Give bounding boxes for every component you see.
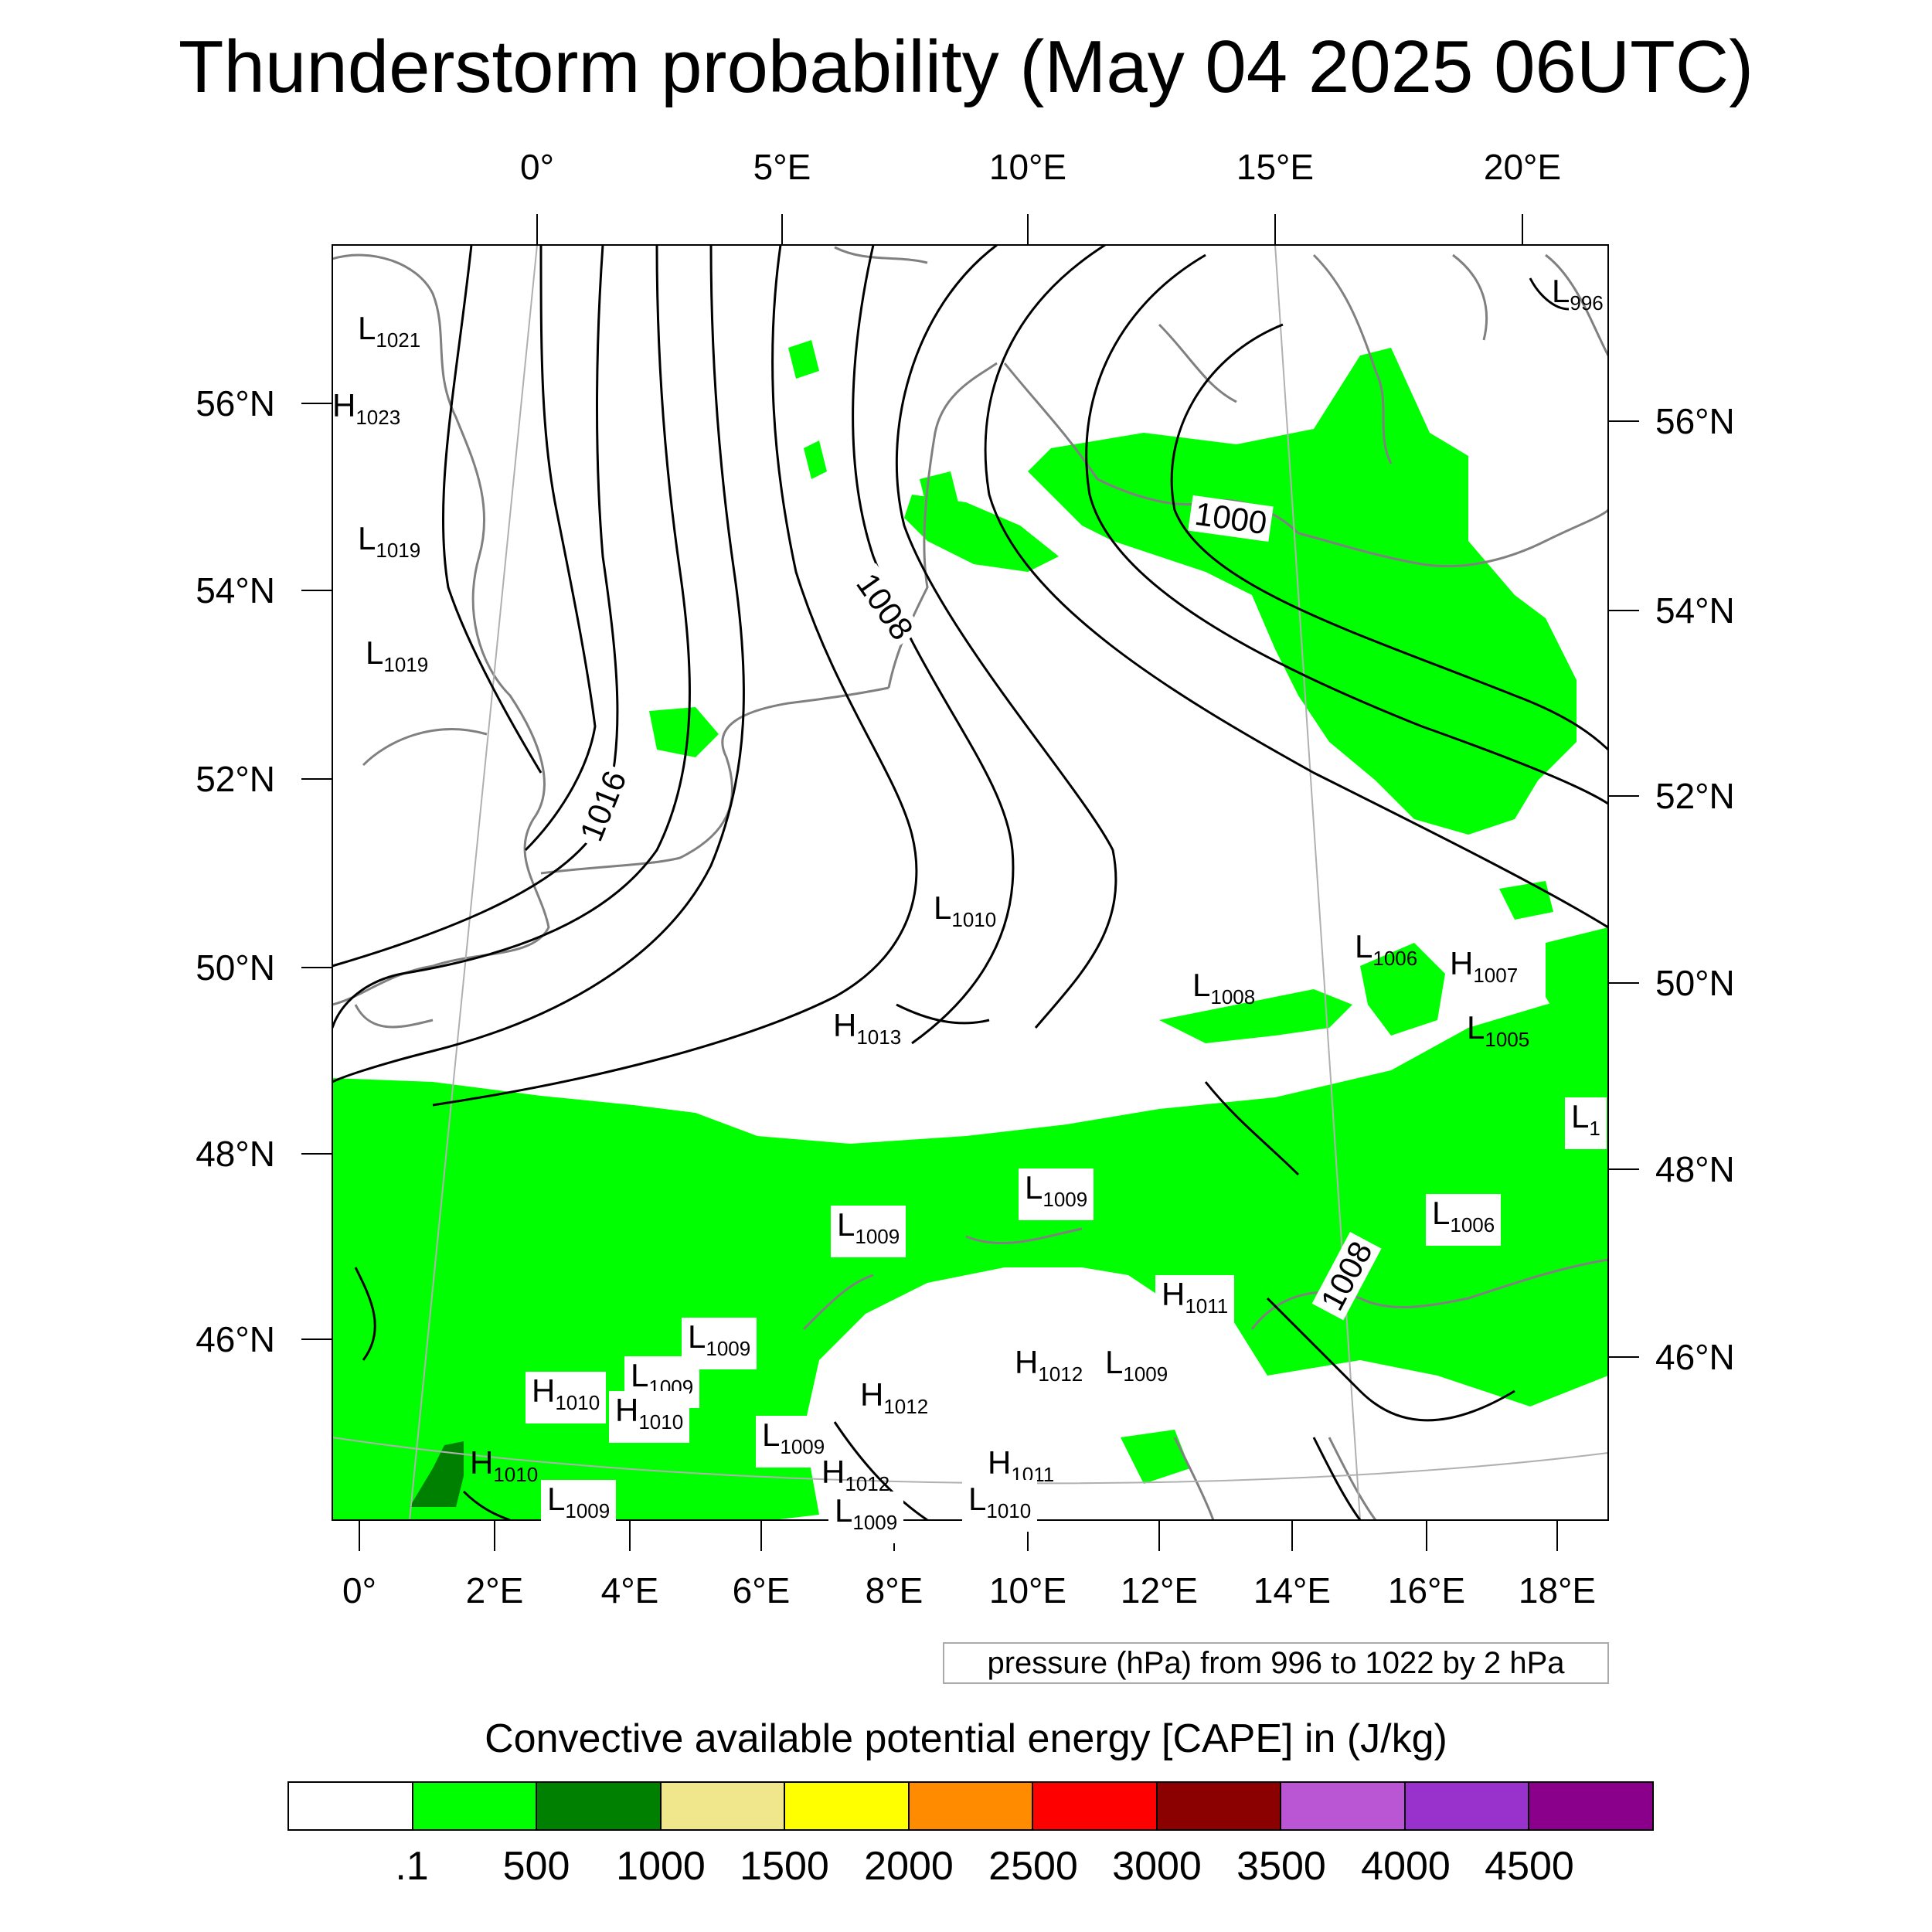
colorbar-tick-label: .1 — [395, 1844, 429, 1889]
pressure-center: L996 — [1552, 273, 1604, 315]
axis-ticks — [301, 214, 1639, 1551]
colorbar-tick-label: 4000 — [1361, 1844, 1451, 1889]
colorbar-tick-label: 3500 — [1236, 1844, 1326, 1889]
bottom-lon-label: 14°E — [1253, 1570, 1332, 1611]
right-lat-label: 46°N — [1655, 1337, 1735, 1377]
colorbar-segment — [1033, 1783, 1158, 1829]
bottom-lon-label: 12°E — [1120, 1570, 1199, 1611]
colorbar-tick-label: 1000 — [616, 1844, 706, 1889]
bottom-lon-label: 2°E — [465, 1570, 524, 1611]
bottom-lon-label: 10°E — [988, 1570, 1067, 1611]
pressure-center: L1009 — [756, 1416, 832, 1468]
left-lat-label: 46°N — [196, 1319, 275, 1359]
colorbar-segment — [1157, 1783, 1282, 1829]
right-lat-label: 54°N — [1655, 590, 1735, 631]
top-lon-label: 5°E — [753, 147, 811, 187]
pressure-center: L1010 — [962, 1480, 1038, 1532]
right-lat-label: 50°N — [1655, 963, 1735, 1003]
top-lon-label: 15°E — [1236, 147, 1315, 187]
pressure-center: L1006 — [1355, 928, 1418, 971]
colorbar-tick-label: 2500 — [988, 1844, 1078, 1889]
pressure-center: L1009 — [1019, 1168, 1094, 1220]
pressure-center: L1009 — [541, 1480, 617, 1532]
pressure-center: L1008 — [1192, 967, 1256, 1009]
colorbar-segment — [661, 1783, 786, 1829]
pressure-center: H1023 — [332, 387, 401, 430]
top-lon-label: 20°E — [1483, 147, 1562, 187]
colorbar-tick-label: 1500 — [740, 1844, 829, 1889]
right-lat-label: 52°N — [1655, 776, 1735, 816]
left-lat-label: 54°N — [196, 570, 275, 611]
colorbar-segment — [537, 1783, 662, 1829]
pressure-center: L1021 — [358, 310, 421, 352]
bottom-lon-label: 16°E — [1387, 1570, 1466, 1611]
right-lat-label: 48°N — [1655, 1149, 1735, 1189]
pressure-center: L1019 — [366, 634, 429, 677]
bottom-lon-label: 0° — [342, 1570, 376, 1611]
colorbar-tick-label: 4500 — [1485, 1844, 1574, 1889]
colorbar-segment — [289, 1783, 413, 1829]
chart-title: Thunderstorm probability (May 04 2025 06… — [178, 26, 1754, 108]
pressure-center: L1009 — [828, 1492, 904, 1543]
left-lat-label: 50°N — [196, 947, 275, 988]
pressure-center: H1011 — [1155, 1275, 1235, 1327]
pressure-center: H1010 — [526, 1372, 607, 1423]
top-lon-label: 0° — [520, 147, 554, 187]
colorbar-tick-label: 2000 — [864, 1844, 954, 1889]
bottom-lon-label: 4°E — [600, 1570, 659, 1611]
colorbar-tick-label: 500 — [502, 1844, 570, 1889]
colorbar-segment — [1281, 1783, 1406, 1829]
pressure-center: L1009 — [831, 1206, 906, 1257]
pressure-center: H1012 — [1015, 1344, 1083, 1386]
left-lat-label: 52°N — [196, 759, 275, 799]
bottom-lon-label: 8°E — [865, 1570, 923, 1611]
colorbar-tick-label: 3000 — [1112, 1844, 1202, 1889]
pressure-center: H1010 — [470, 1444, 539, 1487]
colorbar — [287, 1781, 1654, 1831]
pressure-info-box: pressure (hPa) from 996 to 1022 by 2 hPa — [943, 1642, 1609, 1684]
isobars — [332, 245, 1608, 1520]
top-lon-label: 10°E — [988, 147, 1067, 187]
colorbar-segment — [909, 1783, 1034, 1829]
pressure-center: L1019 — [358, 520, 421, 563]
pressure-center: H1013 — [833, 1007, 902, 1049]
bottom-lon-label: 18°E — [1518, 1570, 1597, 1611]
colorbar-title: Convective available potential energy [C… — [485, 1716, 1447, 1761]
pressure-center: L1006 — [1426, 1194, 1502, 1246]
pressure-center: L1 — [1565, 1097, 1607, 1149]
cape-fill-dark — [410, 1441, 464, 1507]
pressure-center: L1010 — [934, 889, 997, 932]
pressure-center: H1012 — [860, 1376, 929, 1419]
colorbar-segment — [785, 1783, 910, 1829]
bottom-lon-label: 6°E — [732, 1570, 791, 1611]
left-lat-label: 56°N — [196, 383, 275, 423]
pressure-center: H1007 — [1450, 945, 1519, 988]
right-lat-label: 56°N — [1655, 401, 1735, 441]
colorbar-segment — [1529, 1783, 1653, 1829]
pressure-center: L1005 — [1467, 1009, 1530, 1052]
left-lat-label: 48°N — [196, 1134, 275, 1174]
pressure-center: L1009 — [1105, 1344, 1168, 1386]
colorbar-segment — [413, 1783, 538, 1829]
pressure-center: H1010 — [609, 1391, 690, 1443]
colorbar-segment — [1405, 1783, 1530, 1829]
